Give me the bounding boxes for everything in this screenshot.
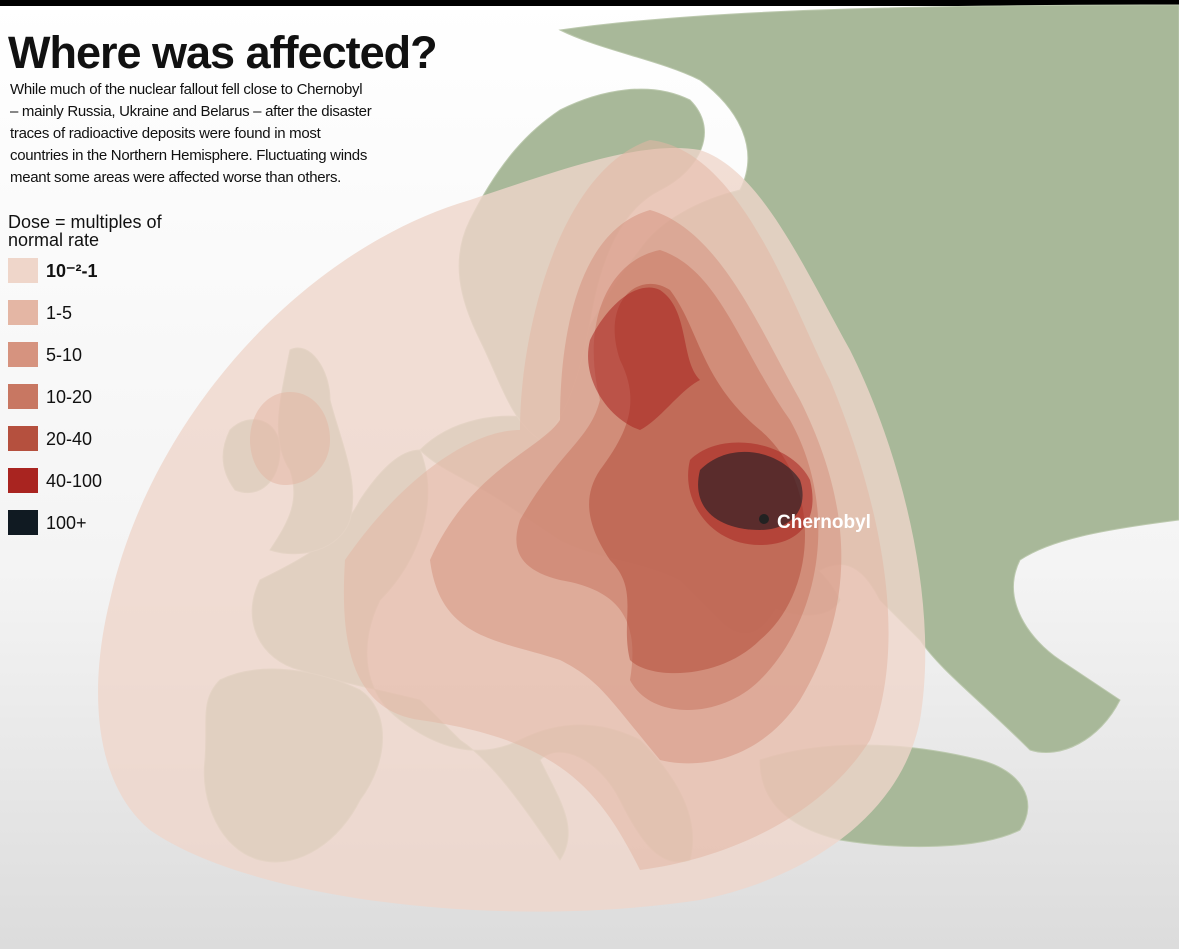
description-line: While much of the nuclear fallout fell c… xyxy=(10,81,362,98)
fallout-zone xyxy=(698,451,803,530)
description-line: – mainly Russia, Ukraine and Belarus – a… xyxy=(10,103,372,120)
legend-label: 40-100 xyxy=(46,471,102,491)
description-line: countries in the Northern Hemisphere. Fl… xyxy=(10,147,367,164)
legend-label: 100+ xyxy=(46,513,87,533)
legend-label: 10⁻²-1 xyxy=(46,261,98,281)
legend-title: normal rate xyxy=(8,230,99,250)
marker-label: Chernobyl xyxy=(777,512,871,533)
description-line: meant some areas were affected worse tha… xyxy=(10,169,341,186)
description: While much of the nuclear fallout fell c… xyxy=(10,81,372,186)
legend-swatch xyxy=(8,510,38,535)
legend-label: 1-5 xyxy=(46,303,72,323)
legend-swatch xyxy=(8,468,38,493)
legend-swatch xyxy=(8,384,38,409)
legend-label: 20-40 xyxy=(46,429,92,449)
legend-swatch xyxy=(8,258,38,283)
fallout-zones xyxy=(98,140,926,912)
legend-label: 5-10 xyxy=(46,345,82,365)
legend-swatch xyxy=(8,426,38,451)
title: Where was affected? xyxy=(8,27,437,78)
legend-swatch xyxy=(8,342,38,367)
legend-title: Dose = multiples of xyxy=(8,212,163,232)
fallout-zone xyxy=(588,287,700,430)
description-line: traces of radioactive deposits were foun… xyxy=(10,125,322,142)
top-bar xyxy=(0,0,1179,6)
legend-swatch xyxy=(8,300,38,325)
fallout-zone xyxy=(250,392,330,485)
legend-label: 10-20 xyxy=(46,387,92,407)
chernobyl-marker xyxy=(759,514,769,524)
